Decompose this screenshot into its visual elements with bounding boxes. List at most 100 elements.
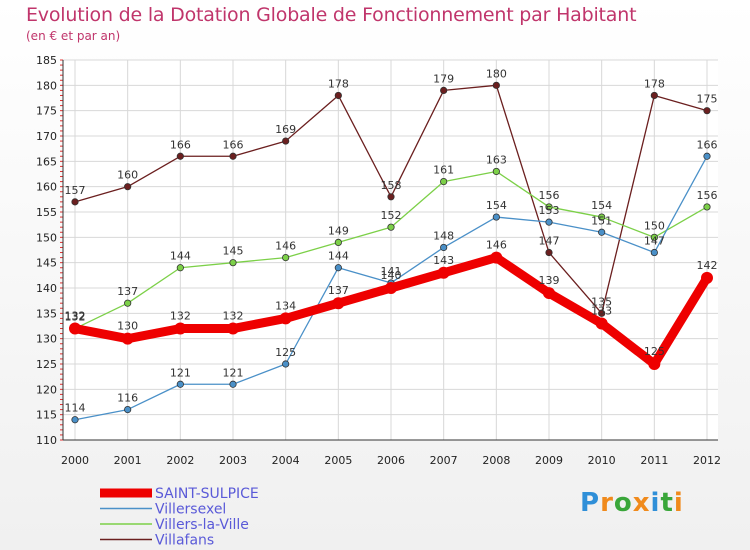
- data-point-villers-la-ville: [545, 203, 553, 211]
- logo-letter: r: [600, 488, 614, 518]
- data-label-saint-sulpice: 139: [539, 274, 560, 287]
- data-point-villersexel: [229, 380, 237, 388]
- data-label-villafans: 166: [223, 138, 244, 151]
- data-point-saint-sulpice: [648, 358, 661, 370]
- data-label-villersexel: 144: [328, 250, 349, 263]
- legend-label-villers-la-ville: Villers-la-Ville: [155, 517, 249, 533]
- data-point-villers-la-ville: [124, 299, 132, 307]
- y-tick-label: 175: [36, 105, 57, 118]
- data-point-villersexel: [71, 416, 79, 424]
- data-point-saint-sulpice: [543, 287, 555, 300]
- x-tick-label: 2003: [219, 454, 247, 467]
- data-point-villersexel: [703, 152, 711, 160]
- logo-letter: o: [613, 488, 633, 518]
- y-tick-label: 120: [36, 383, 57, 396]
- data-point-saint-sulpice: [174, 322, 187, 335]
- logo-letter: x: [632, 488, 651, 518]
- data-label-saint-sulpice: 134: [275, 299, 296, 312]
- data-point-villafans: [229, 152, 237, 160]
- x-tick-label: 2011: [640, 454, 668, 467]
- data-label-villers-la-ville: 132: [65, 311, 86, 324]
- data-label-saint-sulpice: 143: [433, 254, 454, 267]
- x-tick-label: 2010: [588, 454, 616, 467]
- logo-letter: P: [580, 488, 601, 518]
- logo-letter: i: [673, 488, 684, 518]
- y-tick-label: 145: [36, 257, 57, 270]
- data-point-villersexel: [440, 243, 448, 252]
- data-point-saint-sulpice: [701, 271, 713, 284]
- data-point-villafans: [492, 81, 500, 89]
- x-tick-label: 2002: [166, 454, 194, 467]
- data-point-saint-sulpice: [385, 282, 397, 294]
- data-point-saint-sulpice: [121, 332, 134, 345]
- data-point-villersexel: [124, 405, 132, 414]
- chart-title: Evolution de la Dotation Globale de Fonc…: [26, 4, 637, 26]
- y-tick-label: 185: [36, 54, 57, 67]
- data-label-villersexel: 166: [697, 138, 718, 151]
- data-label-villafans: 147: [539, 235, 560, 248]
- data-point-villers-la-ville: [650, 233, 658, 241]
- y-tick-label: 180: [36, 79, 57, 92]
- data-point-villers-la-ville: [176, 264, 184, 272]
- axes: 110 115 120 125 130 135 140 145 150 155 160 165 170 1…: [36, 54, 721, 467]
- data-label-villersexel: 116: [117, 392, 138, 405]
- y-tick-label: 110: [36, 434, 57, 447]
- data-point-villafans: [703, 107, 711, 115]
- data-point-villersexel: [176, 380, 184, 388]
- y-tick-label: 125: [36, 358, 57, 371]
- data-label-villers-la-ville: 144: [170, 250, 191, 263]
- legend-label-villersexel: Villersexel: [155, 502, 226, 518]
- x-tick-label: 2005: [324, 454, 352, 467]
- data-labels: 157 160 166 166 169 178 158 179 180 147 135 178 175 1…: [65, 67, 718, 414]
- x-tick-label: 2007: [430, 454, 458, 467]
- data-label-saint-sulpice: 140: [381, 269, 402, 282]
- data-label-saint-sulpice: 132: [65, 310, 86, 323]
- data-point-villafans: [387, 193, 395, 201]
- data-point-villafans: [598, 309, 606, 317]
- data-label-saint-sulpice: 132: [223, 310, 244, 323]
- data-point-saint-sulpice: [490, 251, 503, 264]
- data-point-villafans: [440, 86, 448, 95]
- data-label-villafans: 178: [644, 77, 665, 90]
- data-point-saint-sulpice: [437, 266, 450, 279]
- y-tick-label: 160: [36, 181, 57, 194]
- data-label-villers-la-ville: 145: [223, 245, 244, 258]
- data-label-saint-sulpice: 130: [117, 320, 138, 333]
- data-point-villersexel: [598, 228, 606, 236]
- data-label-saint-sulpice: 142: [697, 259, 718, 272]
- data-label-villafans: 180: [486, 67, 507, 80]
- data-label-villafans: 166: [170, 138, 191, 151]
- y-tick-label: 155: [36, 206, 57, 219]
- y-tick-label: 135: [36, 307, 57, 320]
- x-tick-label: 2001: [114, 454, 142, 467]
- x-tick-label: 2000: [61, 454, 89, 467]
- data-label-villersexel: 141: [381, 265, 402, 278]
- data-point-villafans: [282, 137, 290, 145]
- logo-letter: i: [650, 488, 661, 518]
- data-label-villafans: 178: [328, 77, 349, 90]
- data-label-villers-la-ville: 156: [539, 189, 560, 202]
- series-layer: [69, 81, 713, 424]
- data-point-villersexel: [545, 218, 553, 226]
- y-tick-label: 150: [36, 231, 57, 244]
- data-label-saint-sulpice: 133: [591, 304, 612, 317]
- data-point-villers-la-ville: [703, 203, 711, 211]
- grid: [63, 59, 718, 441]
- data-point-villafans: [71, 198, 79, 206]
- data-label-villersexel: 148: [433, 229, 454, 242]
- x-tick-label: 2012: [693, 454, 721, 467]
- data-label-villers-la-ville: 161: [433, 164, 454, 177]
- data-label-villers-la-ville: 149: [328, 224, 349, 237]
- data-label-villers-la-ville: 163: [486, 153, 507, 166]
- data-label-saint-sulpice: 146: [486, 239, 507, 252]
- data-label-villersexel: 153: [539, 204, 560, 217]
- data-label-villersexel: 154: [486, 199, 507, 212]
- legend-label-saint-sulpice: SAINT-SULPICE: [155, 486, 259, 502]
- data-label-villers-la-ville: 156: [697, 189, 718, 202]
- x-tick-label: 2008: [482, 454, 510, 467]
- data-point-villers-la-ville: [334, 238, 342, 246]
- data-label-villafans: 157: [65, 184, 86, 197]
- data-point-villers-la-ville: [229, 259, 237, 267]
- chart-subtitle: (en € et par an): [26, 29, 121, 43]
